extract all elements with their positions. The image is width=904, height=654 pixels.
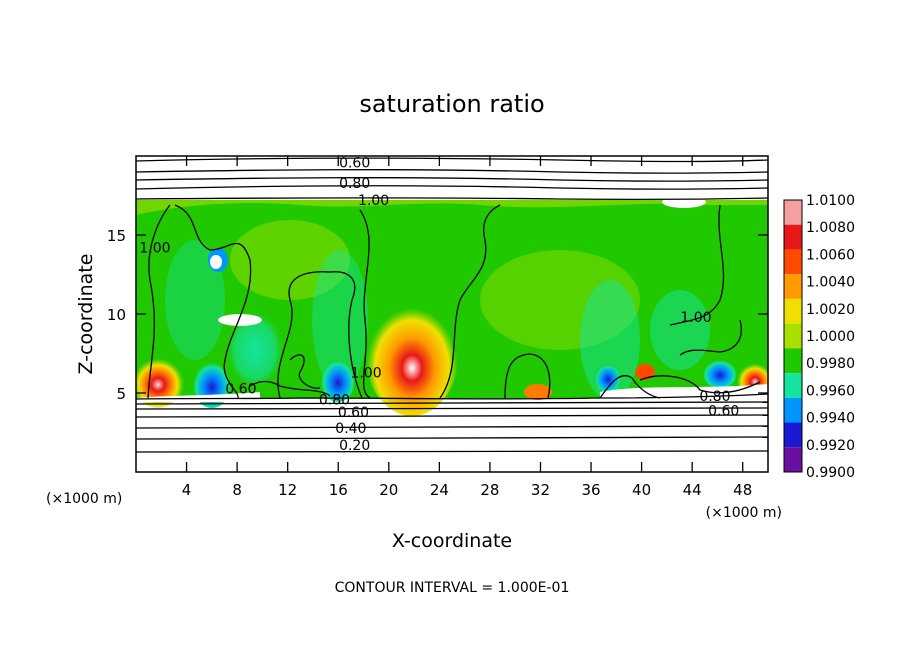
x-tick-label: 48 (733, 481, 752, 499)
colorbar-label: 1.0020 (806, 302, 855, 318)
colorbar-label: 1.0060 (806, 247, 855, 263)
x-tick-label: 20 (379, 481, 398, 499)
contour-label: 0.60 (339, 155, 370, 171)
y-axis-label: Z-coordinate (75, 254, 97, 375)
colorbar-frame (783, 199, 803, 473)
colorbar-swatch (784, 224, 802, 250)
x-tick-label: 40 (632, 481, 651, 499)
x-tick-label: 16 (329, 481, 348, 499)
chart-title: saturation ratio (359, 90, 544, 118)
x-unit-label: (×1000 m) (706, 505, 782, 521)
colorbar-swatch (784, 397, 802, 423)
x-tick-label: 24 (430, 481, 449, 499)
x-tick-label: 36 (581, 481, 600, 499)
x-tick-label: 4 (182, 481, 192, 499)
colorbar-label: 0.9920 (806, 438, 855, 454)
colorbar-swatch (784, 200, 802, 225)
colorbar-swatch (784, 447, 802, 472)
y-tick-label: 10 (107, 306, 126, 324)
x-tick-label: 8 (232, 481, 242, 499)
contour-label: 1.00 (350, 365, 381, 381)
contour-label: 0.60 (338, 405, 369, 421)
colorbar-label: 0.9960 (806, 383, 855, 399)
contour-label: 0.80 (699, 389, 730, 405)
x-tick-label: 32 (531, 481, 550, 499)
colorbar-label: 1.0100 (806, 193, 855, 209)
colorbar-swatch (784, 373, 802, 398)
colorbar-swatch (784, 298, 802, 324)
y-tick-label: 15 (107, 227, 126, 245)
colorbar-label: 1.0080 (806, 220, 855, 236)
colorbar-swatch (784, 422, 802, 448)
colorbar-label: 0.9900 (806, 465, 855, 481)
colorbar-label: 1.0040 (806, 275, 855, 291)
contour-interval-note: CONTOUR INTERVAL = 1.000E-01 (335, 580, 570, 596)
z-unit-label: (×1000 m) (46, 491, 122, 507)
x-tick-label: 44 (683, 481, 702, 499)
colorbar-swatch (784, 323, 802, 349)
contour-label: 1.00 (358, 193, 389, 209)
colorbar-swatch (784, 249, 802, 275)
contour-label: 0.80 (319, 392, 350, 408)
contour-label: 0.60 (708, 403, 739, 419)
contour-label: 0.20 (339, 438, 370, 454)
x-tick-label: 28 (480, 481, 499, 499)
contour-label: 1.00 (139, 241, 170, 257)
colorbar-swatch (784, 348, 802, 374)
contour-label: 0.40 (335, 421, 366, 437)
contour-label: 1.00 (680, 310, 711, 326)
y-tick-label: 5 (116, 385, 126, 403)
x-axis-label: X-coordinate (392, 530, 512, 552)
contour-label: 0.60 (225, 381, 256, 397)
colorbar-label: 0.9940 (806, 411, 855, 427)
colorbar-swatch (784, 274, 802, 299)
colorbar-label: 1.0000 (806, 329, 855, 345)
contour-label: 0.80 (339, 176, 370, 192)
x-tick-label: 12 (278, 481, 297, 499)
colorbar-label: 0.9980 (806, 356, 855, 372)
